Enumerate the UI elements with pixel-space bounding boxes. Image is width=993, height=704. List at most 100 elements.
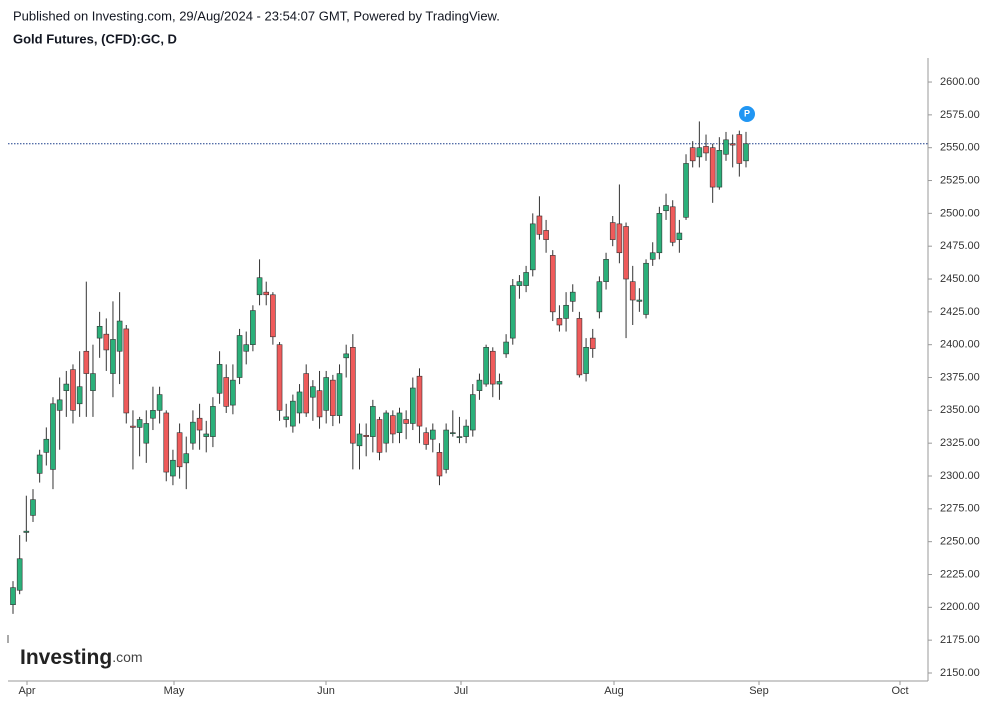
candle-body (363, 434, 369, 437)
candle-body (696, 147, 703, 158)
candle-body (216, 364, 223, 394)
candle-body (556, 318, 563, 326)
candle-body (10, 587, 16, 606)
logo-brand: Investing (20, 646, 112, 669)
candle-body (589, 337, 596, 349)
candle-body (376, 419, 383, 453)
y-tick-label: 2250.00 (940, 536, 980, 548)
candle-body (423, 432, 429, 445)
y-tick-label: 2575.00 (940, 109, 980, 121)
x-tick-label: Jun (317, 685, 335, 697)
x-tick-label: Jul (454, 685, 468, 697)
candle-body (529, 223, 536, 271)
candle-body (236, 335, 243, 378)
marker-label: P (744, 108, 750, 118)
y-tick-label: 2400.00 (940, 339, 980, 351)
y-tick-label: 2350.00 (940, 404, 980, 416)
y-tick-label: 2500.00 (940, 207, 980, 219)
candle-body (323, 377, 329, 411)
candle-body (136, 419, 143, 428)
candle-body (310, 386, 316, 398)
candle-body (303, 373, 310, 414)
candle-body (729, 143, 736, 146)
candle-body (396, 412, 403, 433)
symbol-title: Gold Futures, (CFD):GC, D (13, 31, 177, 46)
candle-body (483, 347, 489, 385)
candle-body (683, 163, 689, 218)
candle-body (523, 272, 529, 286)
candle-body (250, 310, 256, 345)
candle-body (330, 379, 336, 416)
candle-body (163, 412, 170, 473)
candle-body (563, 304, 569, 319)
candle-body (436, 452, 443, 477)
candle-body (56, 399, 63, 411)
candle-body (536, 215, 543, 235)
candle-body (30, 499, 36, 516)
candle-body (616, 223, 623, 254)
candle-body (663, 205, 669, 212)
candle-body (416, 375, 423, 427)
candle-body (503, 341, 509, 355)
candle-body (350, 347, 356, 444)
logo-suffix: .com (112, 649, 142, 665)
candle-body (156, 394, 163, 411)
candle-body (643, 262, 649, 315)
y-tick-label: 2475.00 (940, 240, 980, 252)
candle-body (63, 383, 70, 391)
candle-body (603, 259, 609, 282)
y-tick-label: 2450.00 (940, 273, 980, 285)
candle-body (676, 232, 683, 240)
x-tick-label: Sep (749, 685, 769, 697)
y-tick-label: 2175.00 (940, 634, 980, 646)
candle-body (256, 277, 263, 296)
candle-body (143, 423, 150, 444)
candle-body (270, 294, 276, 338)
candle-body (743, 143, 749, 162)
candle-body (716, 150, 723, 188)
candle-body (410, 387, 416, 424)
candle-body (543, 230, 549, 240)
candle-body (183, 453, 190, 464)
candle-body (116, 320, 123, 352)
candle-body (343, 353, 349, 359)
candle-body (636, 299, 643, 302)
candle-body (223, 377, 230, 407)
candle-body (263, 291, 270, 296)
candle-body (83, 350, 90, 374)
candle-body (103, 333, 110, 351)
candle-body (383, 412, 389, 444)
candle-body (76, 386, 83, 405)
candle-body (150, 410, 156, 419)
candle-body (509, 285, 516, 339)
candle-body (356, 433, 363, 447)
candle-body (649, 252, 656, 260)
y-tick-label: 2150.00 (940, 667, 980, 679)
candle-body (669, 206, 676, 243)
y-tick-label: 2300.00 (940, 470, 980, 482)
candle-body (36, 454, 43, 474)
candle-body (549, 255, 556, 313)
candle-body (110, 339, 116, 374)
y-tick-label: 2375.00 (940, 371, 980, 383)
y-tick-label: 2275.00 (940, 503, 980, 515)
candle-body (576, 318, 583, 376)
candle-body (583, 347, 589, 374)
candle-body (476, 379, 483, 391)
logo: Investing.com (20, 646, 143, 669)
candle-body (469, 394, 476, 431)
candle-body (390, 415, 396, 435)
candle-body (456, 436, 463, 438)
y-tick-label: 2425.00 (940, 306, 980, 318)
candle-body (70, 369, 76, 411)
candle-body (609, 222, 616, 240)
candle-body (623, 226, 629, 280)
candle-body (516, 281, 523, 286)
candle-body (170, 459, 176, 477)
x-tick-label: Aug (604, 685, 624, 697)
candle-body (290, 400, 296, 427)
candle-body (196, 417, 203, 431)
candle-body (16, 558, 23, 591)
candle-body (96, 325, 103, 339)
y-tick-label: 2225.00 (940, 568, 980, 580)
